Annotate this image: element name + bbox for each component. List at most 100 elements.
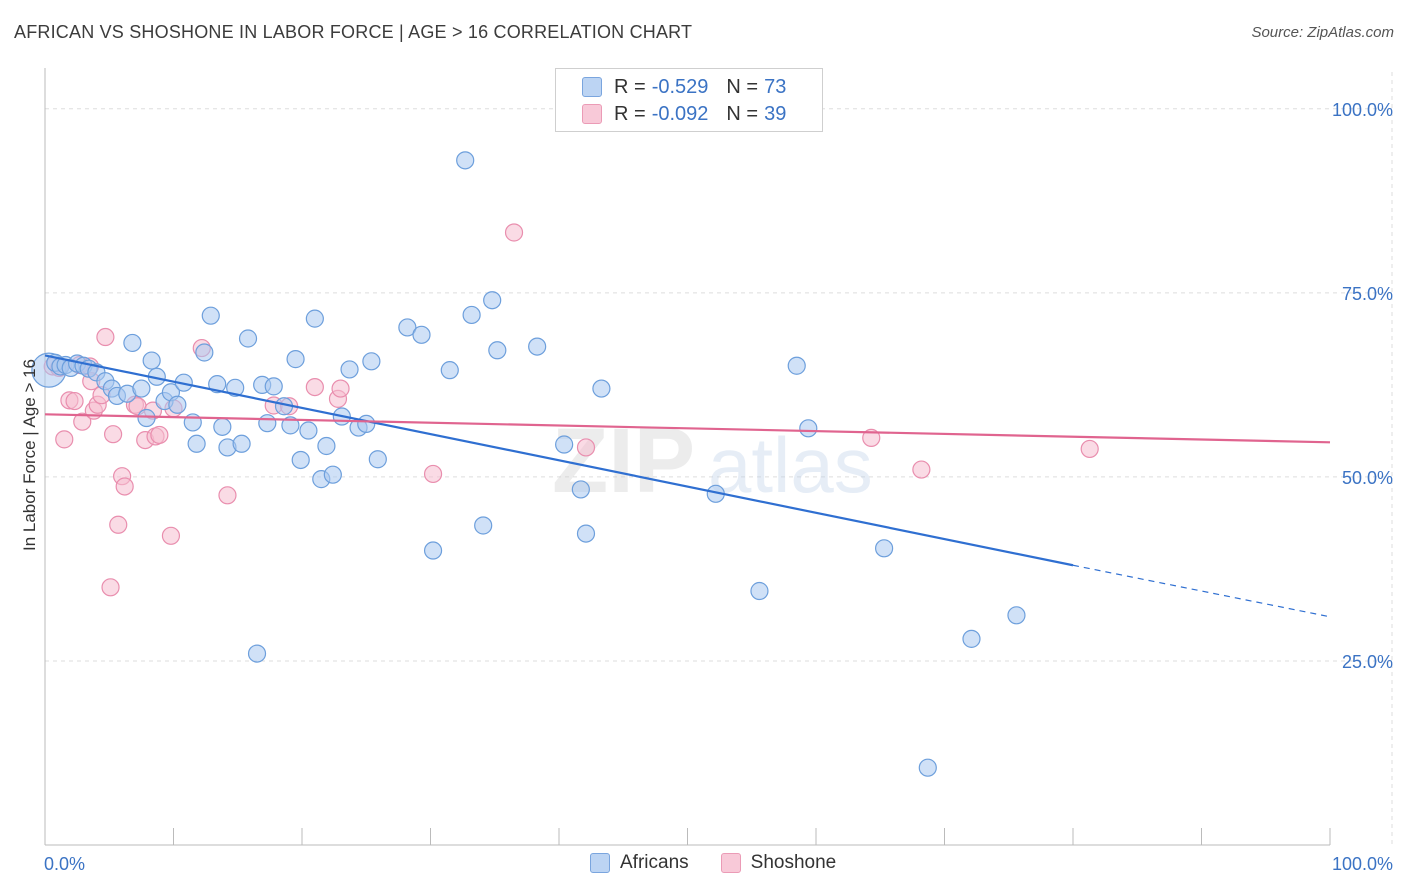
shoshone-point	[1080, 439, 1099, 459]
africans-point	[142, 351, 161, 370]
shoshone-point	[101, 578, 120, 597]
africans-point	[281, 416, 300, 435]
africans-point	[571, 480, 590, 499]
legend-row-africans: R = -0.529 N = 73	[582, 75, 786, 99]
africans-point	[483, 291, 502, 310]
shoshone-point	[504, 223, 524, 242]
series-legend: Africans Shoshone	[590, 852, 868, 874]
africans-point	[201, 306, 220, 325]
africans-point	[286, 350, 305, 369]
africans-point	[238, 329, 258, 348]
africans-point	[213, 417, 232, 436]
shoshone-trend-line	[44, 413, 1331, 444]
trend-lines	[44, 354, 1331, 618]
y-tick-label: 100.0%	[1332, 100, 1393, 120]
africans-point	[440, 361, 459, 380]
shoshone-r-label: R =	[614, 102, 646, 125]
shoshone-point	[305, 377, 324, 397]
legend-row-shoshone: R = -0.092 N = 39	[582, 102, 786, 126]
africans-point	[187, 434, 206, 453]
shoshone-point	[423, 464, 443, 484]
africans-point	[226, 378, 245, 397]
africans-point	[423, 541, 443, 560]
africans-legend-swatch	[590, 853, 610, 873]
africans-point	[291, 450, 310, 470]
shoshone-legend-label: Shoshone	[750, 852, 837, 873]
x-tick-label: 100.0%	[1332, 854, 1393, 874]
africans-n-value: 73	[764, 75, 787, 98]
africans-point	[488, 341, 507, 360]
africans-point	[264, 377, 283, 396]
shoshone-point	[331, 379, 350, 398]
shoshone-point	[218, 486, 237, 505]
africans-point	[168, 395, 187, 414]
africans-point	[362, 352, 381, 371]
africans-point	[1007, 606, 1026, 625]
x-tick-labels: 0.0% 100.0%	[44, 854, 1393, 874]
africans-point	[412, 325, 431, 344]
africans-point	[474, 516, 493, 535]
shoshone-point	[150, 425, 169, 445]
africans-point	[323, 465, 342, 484]
shoshone-points	[43, 223, 1099, 597]
shoshone-point	[161, 526, 181, 545]
shoshone-point	[65, 391, 84, 411]
y-axis-label: In Labor Force | Age > 16	[20, 359, 39, 551]
shoshone-point	[115, 477, 134, 496]
africans-point	[305, 309, 324, 328]
africans-point	[398, 318, 417, 337]
legend-item-shoshone[interactable]: Shoshone	[720, 852, 837, 874]
watermark-atlas: atlas	[708, 421, 873, 509]
africans-point	[528, 337, 547, 356]
africans-point	[456, 151, 475, 170]
africans-point	[918, 758, 937, 777]
shoshone-r-value: -0.092	[651, 102, 709, 125]
africans-r-value: -0.529	[651, 75, 709, 98]
africans-trend-line	[44, 354, 1074, 567]
africans-r-label: R =	[614, 75, 646, 98]
africans-point	[299, 421, 318, 440]
africans-points	[31, 151, 1026, 777]
shoshone-point	[96, 327, 115, 347]
legend-item-africans[interactable]: Africans	[590, 852, 689, 874]
y-tick-label: 75.0%	[1342, 284, 1393, 304]
africans-point	[962, 629, 981, 648]
grid-lines	[45, 72, 1393, 845]
africans-point	[208, 375, 227, 394]
africans-swatch	[582, 77, 602, 97]
africans-point	[750, 581, 769, 601]
shoshone-n-value: 39	[764, 102, 787, 125]
y-tick-label: 50.0%	[1342, 468, 1393, 488]
x-tick-label: 0.0%	[44, 854, 85, 874]
shoshone-point	[73, 412, 92, 431]
africans-point	[592, 379, 611, 398]
shoshone-point	[55, 430, 74, 449]
source-credit: Source: ZipAtlas.com	[1251, 24, 1394, 41]
africans-legend-label: Africans	[620, 852, 689, 873]
y-tick-label: 25.0%	[1342, 652, 1393, 672]
africans-point	[576, 524, 596, 543]
shoshone-point	[576, 438, 596, 457]
y-tick-labels: 25.0% 50.0% 75.0% 100.0%	[1332, 100, 1393, 672]
shoshone-legend-swatch	[720, 853, 741, 873]
shoshone-point	[912, 460, 931, 479]
africans-point	[137, 408, 156, 428]
africans-point	[258, 414, 277, 433]
shoshone-point	[104, 425, 123, 444]
africans-n-label: N =	[726, 75, 759, 98]
shoshone-swatch	[582, 104, 602, 124]
africans-point	[247, 644, 267, 663]
africans-point	[232, 434, 251, 453]
africans-point	[340, 360, 359, 379]
africans-point	[132, 379, 151, 398]
chart-title: AFRICAN VS SHOSHONE IN LABOR FORCE | AGE…	[14, 22, 693, 42]
africans-point	[875, 539, 894, 558]
shoshone-point	[109, 515, 128, 534]
africans-point	[357, 414, 376, 433]
africans-point	[799, 419, 818, 438]
africans-trend-extrapolation	[1072, 564, 1331, 618]
africans-point	[368, 450, 387, 469]
correlation-legend: R = -0.529 N = 73 R = -0.092 N = 39	[555, 68, 823, 132]
africans-point	[123, 333, 142, 353]
